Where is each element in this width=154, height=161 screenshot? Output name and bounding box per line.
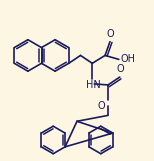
Text: OH: OH	[121, 54, 136, 64]
Text: O: O	[117, 64, 125, 74]
Text: O: O	[106, 29, 114, 39]
Text: O: O	[97, 101, 105, 111]
Text: HN: HN	[86, 80, 101, 90]
